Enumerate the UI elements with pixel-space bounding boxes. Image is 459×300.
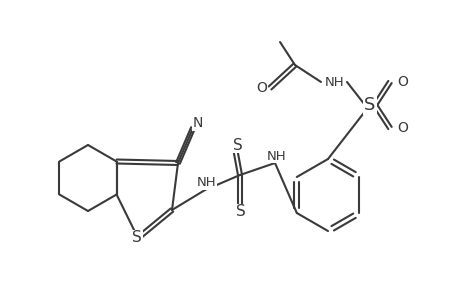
Text: N: N: [192, 116, 203, 130]
Text: NH: NH: [267, 149, 286, 163]
Text: NH: NH: [325, 76, 344, 88]
Text: NH: NH: [197, 176, 216, 190]
Text: S: S: [364, 96, 375, 114]
Text: S: S: [233, 137, 242, 152]
Text: S: S: [235, 205, 246, 220]
Text: O: O: [397, 75, 408, 89]
Text: O: O: [256, 81, 267, 95]
Text: O: O: [397, 121, 408, 135]
Text: S: S: [132, 230, 141, 245]
